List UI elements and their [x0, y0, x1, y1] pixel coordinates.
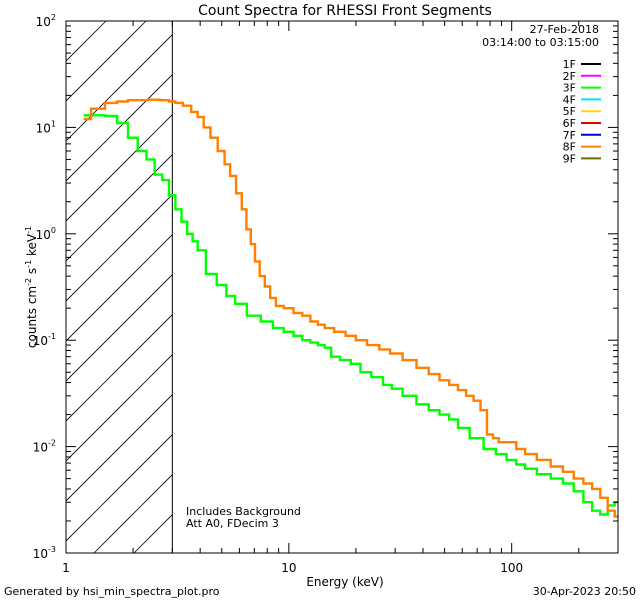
annotation-background: Includes Background [186, 505, 301, 518]
legend-label: 2F [563, 70, 576, 83]
x-tick-label: 1 [62, 561, 70, 575]
series-group [83, 98, 618, 518]
y-tick-label: 10-2 [33, 439, 56, 455]
x-tick-label: 100 [500, 561, 523, 575]
legend-label: 1F [563, 58, 576, 71]
legend-label: 4F [563, 93, 576, 106]
series-line-8F [83, 98, 618, 518]
x-tick-label: 10 [281, 561, 296, 575]
x-tick-labels: 1 10 100 [62, 561, 523, 575]
hatch-line [66, 194, 173, 302]
annotation-attenuator: Att A0, FDecim 3 [186, 517, 279, 530]
time-range-label: 03:14:00 to 03:15:00 [482, 36, 599, 49]
y-tick-label: 101 [36, 119, 56, 135]
axis-ticks [65, 20, 619, 554]
hatch-line [66, 394, 173, 502]
timestamp-label: 30-Apr-2023 20:50 [533, 585, 636, 598]
legend-label: 9F [563, 152, 576, 165]
legend-label: 5F [563, 105, 576, 118]
y-tick-label: 100 [36, 226, 56, 242]
hatch-line [66, 354, 173, 462]
chart-title: Count Spectra for RHESSI Front Segments [198, 3, 492, 19]
series-line-3F [83, 114, 618, 516]
hatch-line [66, 234, 173, 342]
plot-frame [65, 20, 619, 554]
legend-label: 8F [563, 141, 576, 154]
hatch-line [66, 74, 173, 182]
hatch-line [66, 274, 173, 382]
y-tick-label: 10-1 [33, 332, 56, 348]
y-tick-labels: 102 101 100 10-1 10-2 10-3 [33, 13, 56, 561]
legend-label: 6F [563, 117, 576, 130]
y-tick-label: 10-3 [33, 545, 56, 561]
hatch-line [66, 21, 107, 62]
date-label: 27-Feb-2018 [530, 23, 599, 36]
x-axis-label: Energy (keV) [306, 575, 383, 589]
generated-by-label: Generated by hsi_min_spectra_plot.pro [4, 585, 220, 598]
y-tick-label: 102 [36, 13, 56, 29]
legend-label: 3F [563, 82, 576, 95]
hatch-line [66, 434, 173, 542]
hatch-line [66, 314, 173, 422]
legend-label: 7F [563, 129, 576, 142]
y-axis-label: counts cm-2 s-1 keV-1 [24, 226, 39, 348]
